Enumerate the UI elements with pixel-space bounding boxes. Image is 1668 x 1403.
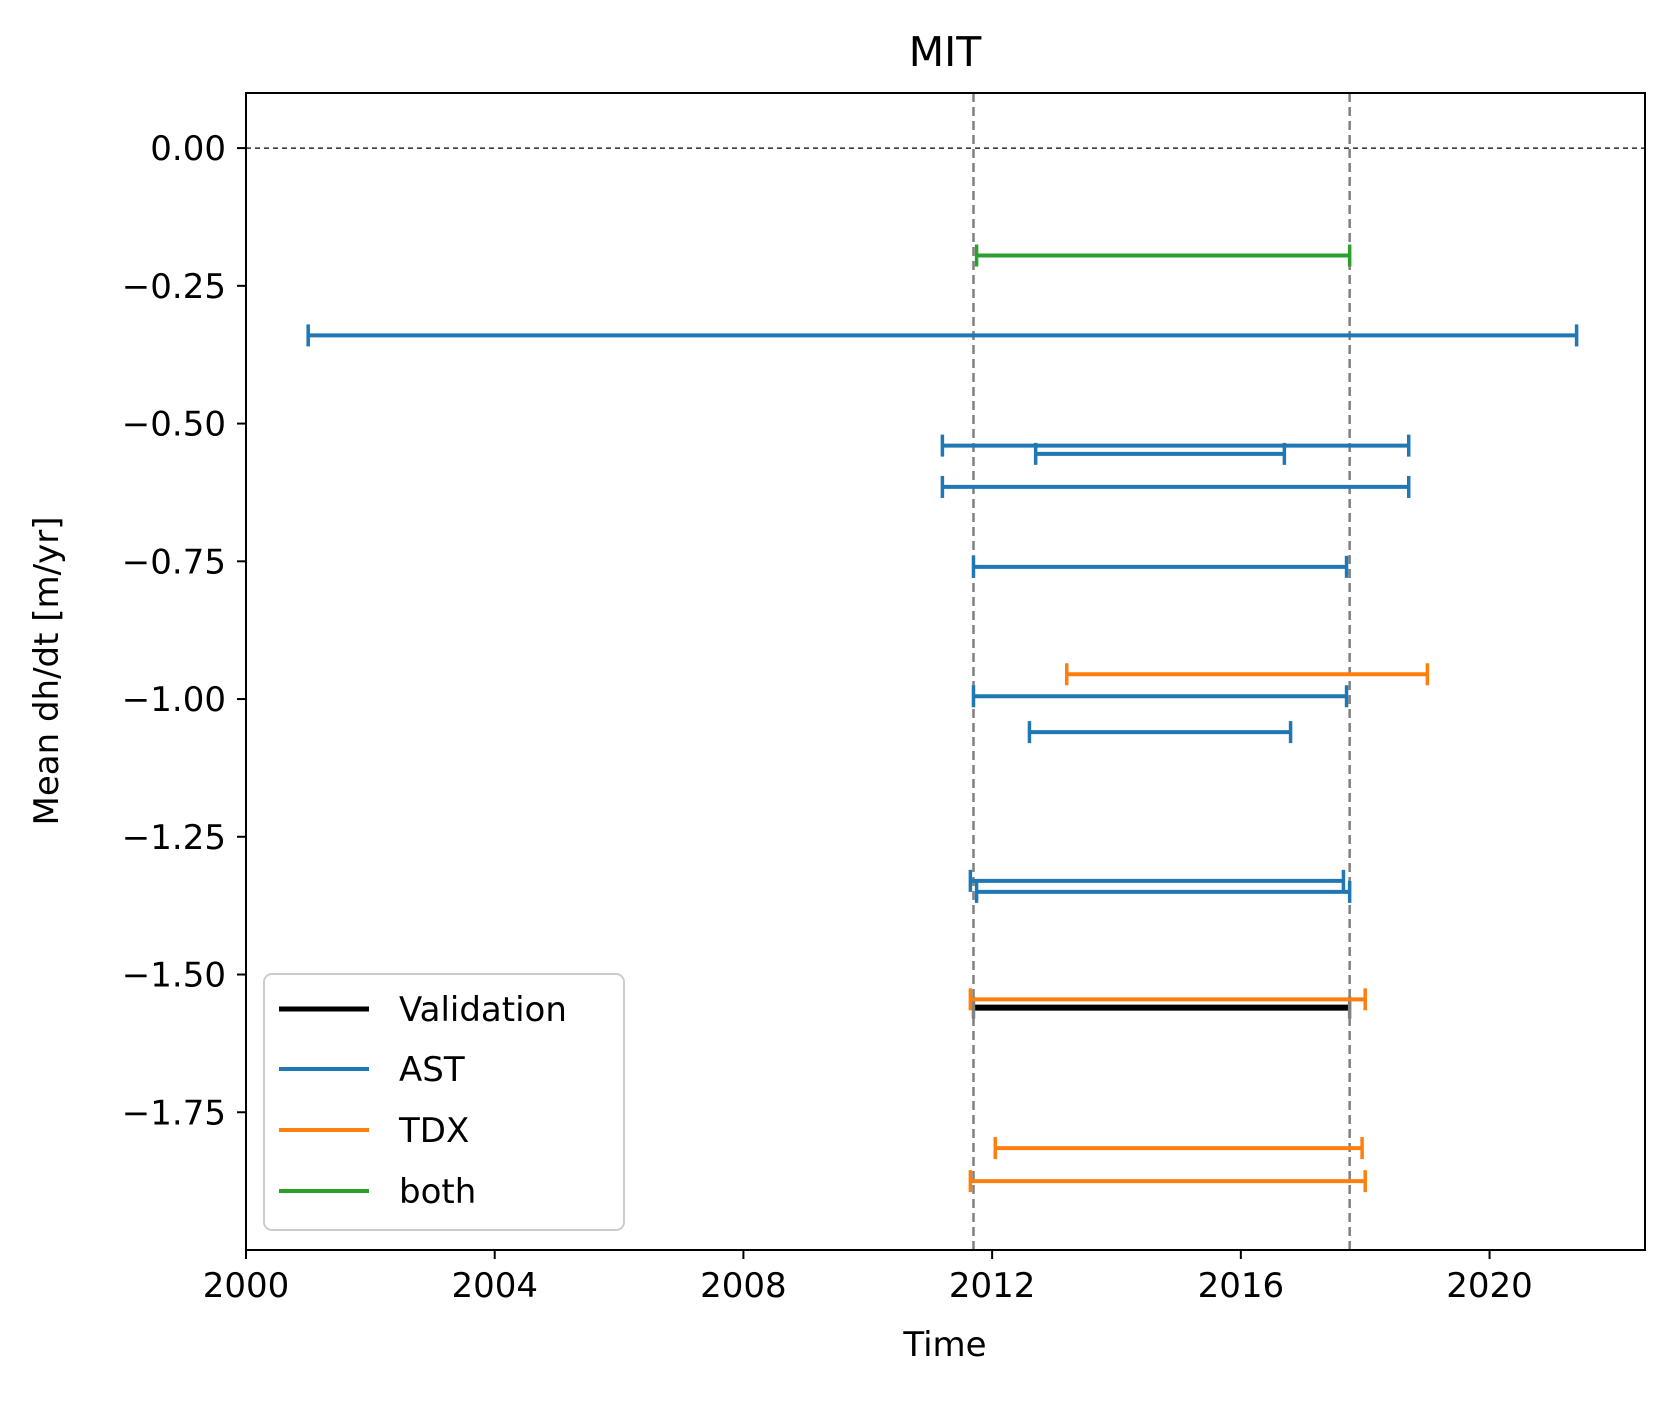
x-tick-label: 2016 — [1198, 1266, 1285, 1306]
ast-interval-7 — [968, 869, 1346, 892]
plot-area — [246, 93, 1645, 1250]
legend: Validation AST TDX both — [263, 973, 625, 1231]
legend-label-validation: Validation — [399, 990, 567, 1030]
chart-title: MIT — [909, 28, 982, 76]
x-axis-label: Time — [902, 1325, 986, 1365]
ast-interval-5 — [971, 685, 1349, 708]
y-tick-label: −0.25 — [122, 267, 226, 307]
legend-label-both: both — [399, 1172, 476, 1212]
ast-interval-0 — [306, 324, 1579, 347]
x-tick-label: 2004 — [451, 1266, 538, 1306]
ast-interval-2 — [1033, 442, 1287, 465]
plot-frame — [245, 92, 1646, 1251]
y-tick-label: −1.25 — [122, 818, 226, 858]
ast-interval-6 — [1027, 721, 1293, 744]
y-tick-label: −0.75 — [122, 542, 226, 582]
ast-interval-8 — [974, 880, 1352, 903]
y-tick-label: −1.75 — [122, 1093, 226, 1133]
tdx-interval-3 — [968, 1170, 1367, 1193]
y-axis-label: Mean dh/dt [m/yr] — [27, 517, 67, 826]
y-tick-label: −0.50 — [122, 405, 226, 445]
legend-label-tdx: TDX — [398, 1111, 469, 1151]
y-tick-label: −1.50 — [122, 956, 226, 996]
legend-label-ast: AST — [399, 1050, 465, 1090]
tdx-interval-0 — [1064, 663, 1430, 686]
x-axis: 2000 2004 2008 2012 2016 2020 — [203, 1250, 1533, 1306]
x-tick-label: 2020 — [1446, 1266, 1533, 1306]
ast-interval-1 — [940, 434, 1411, 457]
tdx-interval-1 — [968, 988, 1367, 1011]
y-tick-label: −1.00 — [122, 680, 226, 720]
y-tick-label: 0.00 — [150, 129, 226, 169]
legend-box — [263, 973, 625, 1231]
y-axis: 0.00 −0.25 −0.50 −0.75 −1.00 −1.25 −1.50 −1.75 — [122, 129, 246, 1133]
both-interval-0 — [974, 244, 1352, 267]
x-tick-label: 2000 — [203, 1266, 290, 1306]
ast-interval-3 — [940, 475, 1411, 498]
x-tick-label: 2008 — [700, 1266, 787, 1306]
x-tick-label: 2012 — [949, 1266, 1036, 1306]
tdx-interval-2 — [993, 1137, 1364, 1160]
ast-interval-4 — [971, 555, 1349, 578]
